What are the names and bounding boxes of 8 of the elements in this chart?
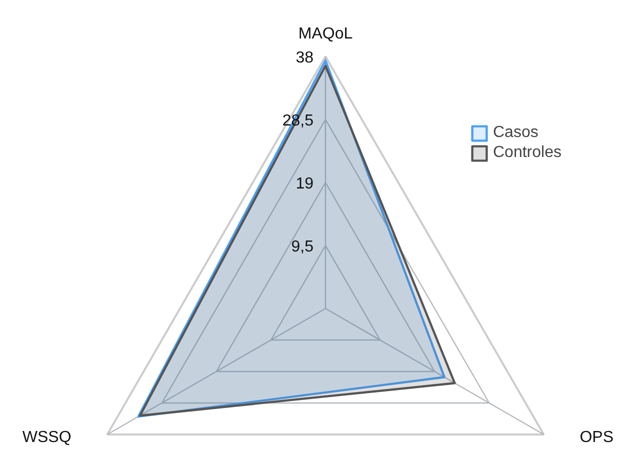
spoke-label: OPS [580, 429, 614, 446]
y-tick-label: 9,5 [291, 238, 314, 256]
legend-label: Controles [493, 144, 562, 162]
spoke-label: WSSQ [22, 429, 72, 446]
y-tick-label: 19 [296, 176, 314, 192]
legend-label: Casos [493, 124, 538, 142]
spoke-label: MAQoL [298, 26, 353, 42]
y-tick-label: 38 [296, 50, 314, 66]
